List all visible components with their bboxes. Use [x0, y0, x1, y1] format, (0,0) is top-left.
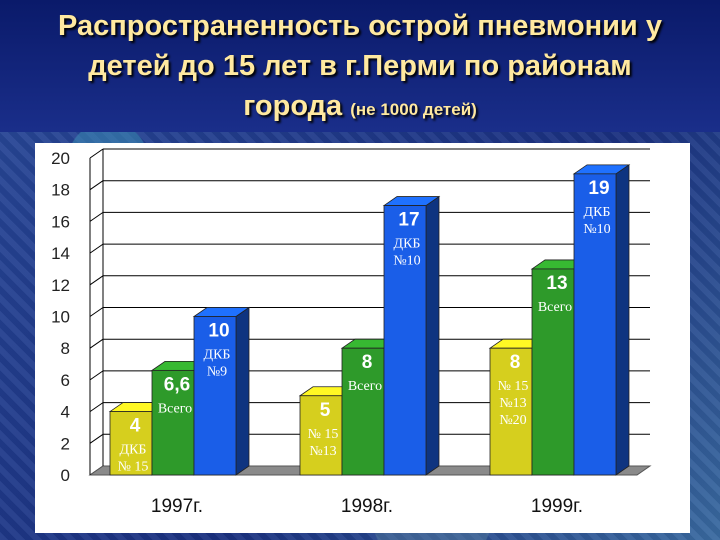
- bar-annotation-line: №13: [499, 396, 526, 411]
- y-tick-label: 16: [51, 212, 70, 231]
- y-tick-label: 14: [51, 244, 70, 263]
- data-label: 19: [588, 178, 609, 199]
- bar-annotation: ДКБ №10: [583, 205, 610, 237]
- title-line-3-sub: (не 1000 детей): [350, 100, 477, 119]
- gridline-diagonal: [89, 370, 104, 381]
- bar-annotation-line: №9: [207, 365, 227, 380]
- gridline-diagonal: [89, 402, 104, 413]
- y-tick-label: 10: [51, 308, 70, 327]
- bar-annotation-line: №13: [309, 444, 336, 459]
- data-label: 4: [130, 416, 141, 437]
- bar-annotation-line: ДКБ: [394, 237, 421, 252]
- title-line-3: города (не 1000 детей): [0, 86, 720, 130]
- y-tick-label: 0: [61, 466, 70, 485]
- data-label: 13: [546, 273, 567, 294]
- bar: [489, 347, 533, 476]
- gridline-diagonal: [89, 338, 104, 349]
- gridline-diagonal: [89, 275, 104, 286]
- bar-annotation: ДКБ №9: [204, 348, 231, 380]
- bar-annotation: ДКБ № 15: [118, 443, 149, 475]
- gridline-diagonal: [89, 307, 104, 317]
- title-box: Распространенность острой пневмонии у де…: [0, 0, 720, 132]
- bar-annotation: Всего: [348, 379, 382, 394]
- bar-annotation-line: №10: [393, 254, 420, 269]
- gridline-diagonal: [89, 180, 104, 191]
- bar-annotation-line: ДКБ: [584, 205, 611, 220]
- bar-annotation-line: №10: [583, 222, 610, 237]
- y-tick-label: 18: [51, 181, 70, 200]
- data-label: 10: [208, 321, 229, 342]
- data-label: 8: [510, 352, 521, 373]
- bar: [299, 395, 343, 476]
- bar-annotation-line: Всего: [158, 401, 192, 416]
- x-tick-label: 1998г.: [341, 496, 393, 517]
- bar-annotation: Всего: [538, 300, 572, 315]
- bar: [341, 347, 385, 476]
- y-tick-label: 4: [61, 403, 70, 422]
- bar-annotation-line: №20: [499, 413, 526, 428]
- bar-annotation-line: Всего: [538, 300, 572, 315]
- bar-annotation-line: Всего: [348, 379, 382, 394]
- bar: [193, 316, 237, 476]
- bar-annotation-line: № 15: [118, 460, 149, 475]
- y-tick-label: 12: [51, 276, 70, 295]
- bar-annotation: Всего: [158, 401, 192, 416]
- bar-side: [235, 306, 250, 476]
- bar-annotation: ДКБ №10: [393, 237, 420, 269]
- data-label: 6,6: [164, 374, 190, 395]
- bar-annotation-line: ДКБ: [120, 443, 147, 458]
- y-tick-label: 2: [61, 434, 70, 453]
- gridline-diagonal: [89, 211, 104, 222]
- bar: [531, 268, 575, 476]
- gridline-diagonal: [89, 433, 104, 444]
- y-tick-label: 8: [61, 339, 70, 358]
- title-line-3-main: города: [243, 90, 343, 122]
- bar-annotation-line: ДКБ: [204, 348, 231, 363]
- bar-annotation: № 15 №13 №20: [498, 379, 529, 428]
- title-line-1: Распространенность острой пневмонии у: [58, 10, 662, 42]
- x-tick-label: 1999г.: [531, 496, 583, 517]
- bar: [109, 411, 153, 476]
- data-label: 5: [320, 400, 331, 421]
- data-label: 8: [362, 352, 373, 373]
- bars: 4 ДКБ № 15 6,6 Всего 10 ДКБ №9 5 № 15 №13 8 Всего 17 Д…: [108, 164, 631, 476]
- y-tick-label: 20: [51, 149, 70, 168]
- bar-side: [615, 164, 630, 476]
- bar-side: [425, 195, 440, 476]
- x-tick-label: 1997г.: [151, 496, 203, 517]
- gridline-diagonal: [89, 243, 104, 254]
- title-line-2: детей до 15 лет в г.Перми по районам: [88, 50, 632, 82]
- bar-annotation: № 15 №13: [308, 427, 339, 459]
- y-tick-labels: 0 2 4 6 8 10 12 14 16 18 20: [51, 149, 70, 485]
- axes: [89, 149, 104, 475]
- bar: [573, 173, 617, 476]
- x-tick-labels: 1997г. 1998г. 1999г.: [151, 496, 583, 517]
- gridline-diagonal: [89, 148, 104, 159]
- data-label: 17: [398, 210, 419, 231]
- bar-annotation-line: № 15: [308, 427, 339, 442]
- bar-annotation-line: № 15: [498, 379, 529, 394]
- bar: [383, 205, 427, 476]
- y-tick-label: 6: [61, 371, 70, 390]
